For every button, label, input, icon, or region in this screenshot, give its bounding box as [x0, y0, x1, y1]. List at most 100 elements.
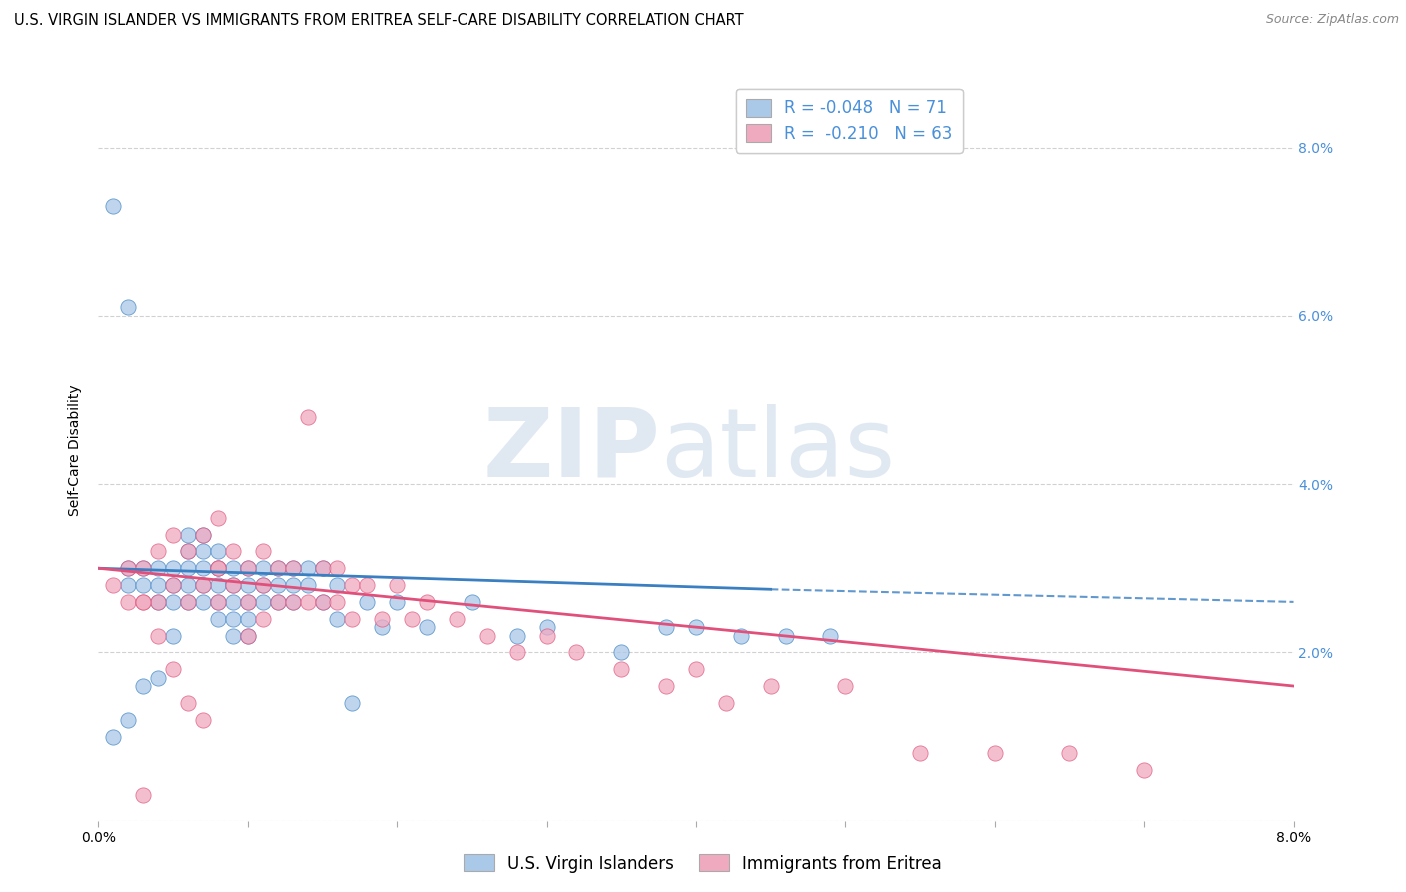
Point: [908, 747, 931, 761]
Point: [236, 578, 259, 592]
Point: [775, 628, 797, 642]
Point: [222, 578, 245, 592]
Point: [162, 561, 184, 575]
Point: [610, 662, 633, 676]
Point: [191, 527, 214, 541]
Point: [236, 612, 259, 626]
Point: [148, 671, 170, 685]
Point: [267, 561, 290, 575]
Point: [191, 578, 214, 592]
Point: [984, 747, 1007, 761]
Point: [191, 561, 214, 575]
Text: Source: ZipAtlas.com: Source: ZipAtlas.com: [1265, 13, 1399, 27]
Point: [191, 527, 214, 541]
Point: [177, 527, 200, 541]
Point: [820, 628, 842, 642]
Legend: U.S. Virgin Islanders, Immigrants from Eritrea: U.S. Virgin Islanders, Immigrants from E…: [457, 847, 949, 880]
Point: [342, 612, 364, 626]
Point: [371, 612, 394, 626]
Point: [191, 578, 214, 592]
Text: U.S. VIRGIN ISLANDER VS IMMIGRANTS FROM ERITREA SELF-CARE DISABILITY CORRELATION: U.S. VIRGIN ISLANDER VS IMMIGRANTS FROM …: [14, 13, 744, 29]
Point: [311, 595, 333, 609]
Point: [132, 679, 155, 693]
Point: [207, 561, 229, 575]
Point: [1059, 747, 1081, 761]
Point: [356, 595, 378, 609]
Point: [475, 628, 498, 642]
Text: ZIP: ZIP: [482, 404, 661, 497]
Point: [297, 561, 319, 575]
Point: [132, 561, 155, 575]
Point: [207, 544, 229, 558]
Point: [281, 561, 304, 575]
Point: [834, 679, 856, 693]
Point: [685, 620, 707, 634]
Point: [252, 612, 274, 626]
Point: [236, 595, 259, 609]
Point: [177, 595, 200, 609]
Point: [342, 578, 364, 592]
Point: [148, 544, 170, 558]
Text: atlas: atlas: [661, 404, 896, 497]
Point: [267, 595, 290, 609]
Point: [385, 578, 409, 592]
Point: [342, 696, 364, 710]
Point: [281, 561, 304, 575]
Point: [222, 612, 245, 626]
Point: [207, 561, 229, 575]
Point: [162, 527, 184, 541]
Point: [281, 595, 304, 609]
Point: [385, 595, 409, 609]
Point: [236, 595, 259, 609]
Point: [132, 595, 155, 609]
Point: [536, 628, 558, 642]
Point: [446, 612, 468, 626]
Point: [177, 561, 200, 575]
Point: [252, 544, 274, 558]
Point: [685, 662, 707, 676]
Point: [281, 595, 304, 609]
Point: [148, 595, 170, 609]
Point: [132, 595, 155, 609]
Point: [236, 628, 259, 642]
Point: [236, 561, 259, 575]
Point: [267, 561, 290, 575]
Point: [132, 789, 155, 803]
Point: [148, 595, 170, 609]
Point: [222, 561, 245, 575]
Point: [326, 578, 349, 592]
Point: [655, 679, 678, 693]
Point: [117, 578, 139, 592]
Point: [117, 713, 139, 727]
Point: [162, 578, 184, 592]
Point: [207, 595, 229, 609]
Point: [311, 561, 333, 575]
Point: [222, 628, 245, 642]
Point: [1133, 763, 1156, 777]
Point: [326, 612, 349, 626]
Point: [132, 561, 155, 575]
Point: [371, 620, 394, 634]
Point: [416, 595, 439, 609]
Point: [103, 199, 125, 213]
Point: [207, 510, 229, 524]
Point: [730, 628, 752, 642]
Point: [148, 628, 170, 642]
Point: [655, 620, 678, 634]
Y-axis label: Self-Care Disability: Self-Care Disability: [69, 384, 83, 516]
Point: [222, 595, 245, 609]
Point: [506, 628, 529, 642]
Point: [252, 578, 274, 592]
Point: [207, 595, 229, 609]
Point: [416, 620, 439, 634]
Point: [177, 696, 200, 710]
Point: [162, 578, 184, 592]
Point: [311, 595, 333, 609]
Point: [536, 620, 558, 634]
Point: [117, 595, 139, 609]
Point: [252, 595, 274, 609]
Point: [103, 578, 125, 592]
Point: [506, 645, 529, 659]
Point: [177, 544, 200, 558]
Point: [162, 595, 184, 609]
